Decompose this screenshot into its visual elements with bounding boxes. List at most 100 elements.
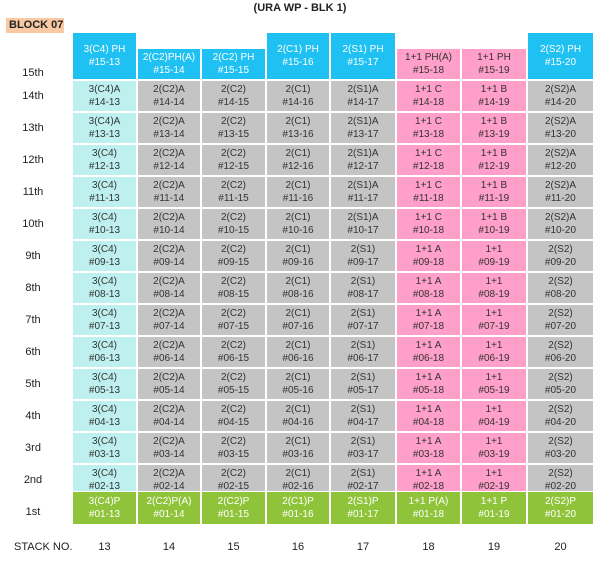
unit-cell: 2(C1) #07-16	[266, 304, 330, 336]
unit-number: #01-14	[153, 509, 185, 520]
unit-type: 2(S2)A	[544, 84, 577, 95]
unit-type: 2(S2)	[548, 308, 573, 319]
unit-cell: 2(S1) #07-17	[330, 304, 396, 336]
unit-number: #15-13	[88, 57, 121, 68]
unit-cell: 3(C4)A #14-13	[72, 80, 137, 112]
ph-unit-cell: 2(S1) PH #15-17	[330, 32, 396, 80]
unit-cell: 1+1 B #11-19	[461, 176, 527, 208]
unit-number: #06-15	[217, 353, 250, 364]
unit-cell: 2(S2)A #12-20	[527, 144, 594, 176]
unit-cell: 1+1 #06-19	[461, 336, 527, 368]
unit-cell: 2(S1) #03-17	[330, 432, 396, 464]
unit-cell: 1+1 #02-19	[461, 464, 527, 496]
unit-type: 2(C1)	[285, 148, 311, 159]
unit-cell: 2(C1) #11-16	[266, 176, 330, 208]
unit-type: 1+1 A	[415, 468, 442, 479]
unit-cell: 2(S2) #08-20	[527, 272, 594, 304]
unit-number: #13-13	[88, 129, 121, 140]
unit-cell: 2(S1)A #13-17	[330, 112, 396, 144]
unit-number: #13-15	[217, 129, 250, 140]
unit-number: #06-14	[153, 353, 185, 364]
unit-cell: 1+1 A #09-18	[396, 240, 461, 272]
unit-type: 3(C4)A	[88, 116, 121, 127]
unit-number: #03-17	[347, 449, 379, 460]
unit-number: #11-20	[545, 193, 576, 204]
unit-type: 1+1 A	[415, 404, 442, 415]
unit-number: #06-19	[478, 353, 510, 364]
ground-unit-cell: 2(S1)P #01-17	[330, 491, 396, 525]
unit-cell: 1+1 A #03-18	[396, 432, 461, 464]
unit-number: #04-15	[217, 417, 250, 428]
unit-type: 2(C1)	[285, 340, 311, 351]
unit-type: 1+1 C	[415, 180, 442, 191]
unit-type: 3(C4)	[91, 340, 117, 351]
unit-type: 1+1 A	[415, 276, 442, 287]
unit-type: 3(C4)	[91, 404, 117, 415]
unit-number: #08-20	[544, 289, 577, 300]
unit-number: #07-17	[347, 321, 379, 332]
unit-cell: 1+1 #04-19	[461, 400, 527, 432]
unit-cell: 2(S1)A #14-17	[330, 80, 396, 112]
stack-number: 15	[227, 541, 240, 553]
floor-label: 11th	[22, 186, 44, 198]
unit-cell: 2(C2) #02-15	[201, 464, 266, 496]
unit-number: #07-20	[544, 321, 577, 332]
unit-number: #04-20	[544, 417, 577, 428]
unit-cell: 2(C1) #12-16	[266, 144, 330, 176]
unit-cell: 2(S2) #06-20	[527, 336, 594, 368]
unit-cell: 1+1 #05-19	[461, 368, 527, 400]
unit-type: 2(C1)	[285, 212, 311, 223]
unit-number: #12-15	[217, 161, 250, 172]
floor-label: 7th	[25, 314, 41, 326]
unit-number: #02-18	[412, 481, 445, 492]
unit-type: 2(C2)	[220, 308, 246, 319]
unit-type: 2(S2)	[548, 244, 573, 255]
unit-cell: 2(C1) #10-16	[266, 208, 330, 240]
ph-unit-cell: 1+1 PH(A) #15-18	[396, 48, 461, 80]
unit-number: #15-18	[412, 65, 445, 76]
unit-number: #14-18	[412, 97, 445, 108]
unit-type: 2(C2)	[220, 116, 246, 127]
unit-number: #14-17	[347, 97, 379, 108]
unit-cell: 2(C2)A #08-14	[137, 272, 201, 304]
unit-number: #11-14	[153, 193, 185, 204]
unit-type: 1+1 P	[480, 496, 508, 507]
unit-type: 2(S1)	[350, 372, 376, 383]
unit-number: #01-13	[88, 509, 121, 520]
unit-cell: 1+1 A #07-18	[396, 304, 461, 336]
unit-type: 2(S2) PH	[539, 44, 582, 55]
stack-number: 20	[554, 541, 567, 553]
unit-number: #02-20	[544, 481, 577, 492]
unit-cell: 2(C2)A #03-14	[137, 432, 201, 464]
unit-type: 2(C2)A	[153, 212, 185, 223]
unit-number: #05-20	[544, 385, 577, 396]
unit-number: #08-14	[153, 289, 185, 300]
stack-number: 19	[487, 541, 501, 553]
unit-type: 2(C2)	[220, 404, 246, 415]
unit-number: #11-17	[347, 193, 379, 204]
unit-cell: 2(C1) #14-16	[266, 80, 330, 112]
unit-type: 3(C4)	[91, 436, 117, 447]
unit-number: #11-19	[478, 193, 510, 204]
unit-cell: 2(C2) #11-15	[201, 176, 266, 208]
unit-number: #14-13	[88, 97, 121, 108]
unit-cell: 2(C2)A #13-14	[137, 112, 201, 144]
unit-type: 2(S2)	[548, 340, 573, 351]
unit-cell: 2(C1) #09-16	[266, 240, 330, 272]
unit-type: 2(C2)	[220, 276, 246, 287]
unit-type: 2(S2)A	[544, 212, 577, 223]
unit-type: 2(C2)A	[153, 468, 185, 479]
unit-type: 2(C2)A	[153, 340, 185, 351]
unit-cell: 2(C2) #04-15	[201, 400, 266, 432]
unit-type: 2(C1)P	[282, 496, 314, 507]
unit-number: #12-14	[153, 161, 185, 172]
unit-type: 3(C4)	[91, 276, 117, 287]
unit-number: #11-13	[89, 193, 120, 204]
unit-type: 1+1	[485, 436, 503, 447]
unit-cell: 1+1 C #13-18	[396, 112, 461, 144]
unit-type: 2(C2)	[220, 212, 246, 223]
unit-type: 2(C2)	[220, 180, 246, 191]
unit-type: 1+1 A	[415, 372, 442, 383]
unit-number: #06-17	[347, 353, 379, 364]
unit-cell: 1+1 A #05-18	[396, 368, 461, 400]
